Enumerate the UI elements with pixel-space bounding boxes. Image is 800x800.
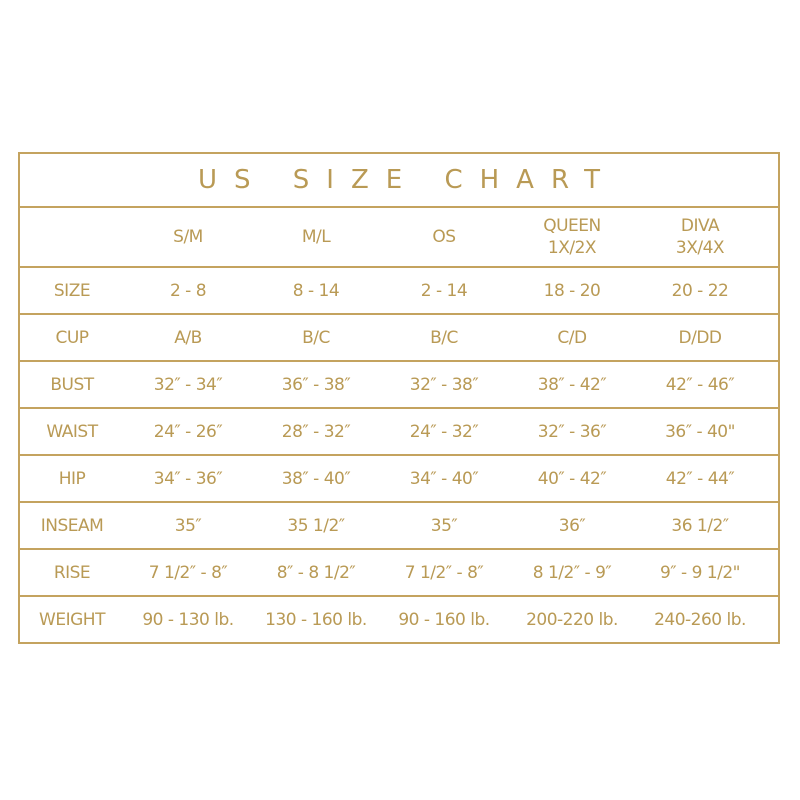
table-cell: 32″ - 38″ [409,374,479,395]
table-cell: 40″ - 42″ [537,468,607,489]
row-label: RISE [53,562,91,583]
table-cell: 24″ - 32″ [409,421,479,442]
table-cell: B/C [302,327,330,348]
table-cell: 9″ - 9 1/2" [659,562,741,583]
row-label: SIZE [53,280,91,301]
row-label: WEIGHT [39,609,105,630]
column-header: S/M [173,227,203,247]
table-cell: 35 1/2″ [287,515,345,536]
table-cell: D/DD [678,327,723,348]
column-header: QUEEN 1X/2X [543,216,601,258]
table-cell: 36″ - 40" [665,421,735,442]
table-cell: 35″ [174,515,202,536]
table-cell: 130 - 160 lb. [265,609,367,630]
table-cell: 8 1/2″ - 9″ [532,562,612,583]
table-row: WAIST 24″ - 26″ 28″ - 32″ 24″ - 32″ 32″ - 36… [20,409,778,456]
row-label: HIP [58,468,86,489]
table-row: CUP A/B B/C B/C C/D D/DD [20,315,778,362]
row-label: INSEAM [40,515,104,536]
size-chart-table: US SIZE CHART S/M M/L OS QUEEN 1X/2X DIV… [18,152,780,644]
table-cell: 28″ - 32″ [281,421,351,442]
table-cell: 90 - 130 lb. [142,609,234,630]
table-cell: 34″ - 36″ [153,468,223,489]
table-cell: 2 - 14 [420,280,468,301]
chart-title: US SIZE CHART [20,154,778,208]
table-cell: 36 1/2″ [671,515,729,536]
table-cell: 32″ - 34″ [153,374,223,395]
table-cell: 90 - 160 lb. [398,609,490,630]
table-cell: 8″ - 8 1/2″ [276,562,356,583]
table-cell: B/C [430,327,458,348]
table-cell: 42″ - 46″ [665,374,735,395]
table-cell: 35″ [430,515,458,536]
table-row: BUST 32″ - 34″ 36″ - 38″ 32″ - 38″ 38″ - 42″… [20,362,778,409]
table-cell: 240-260 lb. [654,609,746,630]
row-label: WAIST [46,421,98,442]
table-row: INSEAM 35″ 35 1/2″ 35″ 36″ 36 1/2″ [20,503,778,550]
table-cell: 36″ - 38″ [281,374,351,395]
table-cell: 34″ - 40″ [409,468,479,489]
table-row: HIP 34″ - 36″ 38″ - 40″ 34″ - 40″ 40″ - 42″ 4… [20,456,778,503]
column-header: OS [432,227,456,247]
table-cell: 38″ - 42″ [537,374,607,395]
table-cell: 8 - 14 [292,280,340,301]
table-cell: 24″ - 26″ [153,421,223,442]
table-cell: 18 - 20 [543,280,601,301]
column-header: DIVA 3X/4X [675,216,725,258]
table-row: SIZE 2 - 8 8 - 14 2 - 14 18 - 20 20 - 22 [20,268,778,315]
table-cell: 36″ [558,515,586,536]
header-row: S/M M/L OS QUEEN 1X/2X DIVA 3X/4X [20,208,778,268]
table-cell: 32″ - 36″ [537,421,607,442]
table-cell: A/B [174,327,202,348]
row-label: CUP [55,327,89,348]
table-row: RISE 7 1/2″ - 8″ 8″ - 8 1/2″ 7 1/2″ - 8″ 8 1… [20,550,778,597]
table-row: WEIGHT 90 - 130 lb. 130 - 160 lb. 90 - 160 … [20,597,778,642]
table-cell: 20 - 22 [671,280,729,301]
table-cell: 7 1/2″ - 8″ [404,562,484,583]
table-cell: 42″ - 44″ [665,468,735,489]
table-cell: 38″ - 40″ [281,468,351,489]
table-cell: 200-220 lb. [526,609,618,630]
table-cell: C/D [557,327,587,348]
column-header: M/L [301,227,331,247]
table-cell: 7 1/2″ - 8″ [148,562,228,583]
table-cell: 2 - 8 [169,280,207,301]
row-label: BUST [50,374,94,395]
